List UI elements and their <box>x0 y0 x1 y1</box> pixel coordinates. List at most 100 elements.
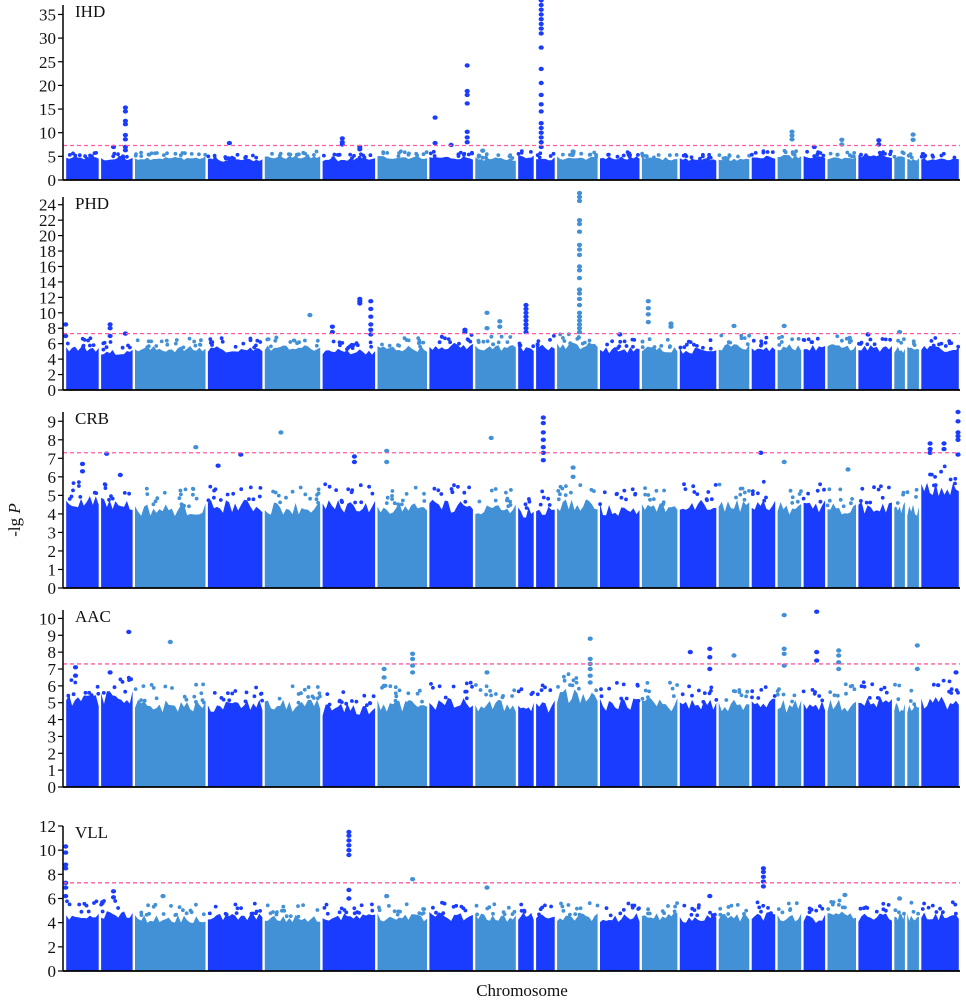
chromosome-band <box>827 157 856 180</box>
peak-point <box>781 646 787 651</box>
snp-point <box>258 486 263 490</box>
snp-point <box>724 698 729 702</box>
peak-point <box>384 459 390 465</box>
snp-point <box>575 906 579 911</box>
snp-point <box>71 481 76 485</box>
snp-point <box>380 342 384 347</box>
peak-point <box>410 656 416 662</box>
chromosome-band <box>207 699 263 787</box>
snp-point <box>415 153 419 158</box>
peak-point <box>329 324 335 329</box>
peak-point <box>760 869 767 875</box>
snp-point <box>574 680 579 685</box>
chromosome-band <box>641 346 678 390</box>
chromosome-band <box>101 690 133 787</box>
snp-point <box>876 487 881 492</box>
snp-point <box>656 153 661 157</box>
snp-point <box>506 905 511 910</box>
snp-point <box>210 340 215 345</box>
peak-point <box>122 137 128 142</box>
snp-point <box>459 904 464 909</box>
snp-point <box>949 691 954 695</box>
snp-point <box>539 688 544 692</box>
peak-point <box>955 409 961 415</box>
snp-point <box>244 154 248 159</box>
snp-point <box>387 904 391 908</box>
snp-point <box>396 502 400 507</box>
peak-point <box>107 326 113 331</box>
snp-point <box>153 499 158 504</box>
peak-point <box>384 448 390 454</box>
peak-point <box>238 452 244 457</box>
chromosome-band <box>777 502 802 588</box>
snp-point <box>921 152 926 156</box>
chromosome-band <box>894 502 905 588</box>
snp-point <box>621 682 626 687</box>
snp-point <box>672 909 677 914</box>
snp-point <box>368 153 373 158</box>
snp-point <box>622 339 627 344</box>
snp-point <box>296 692 301 696</box>
snp-point <box>317 691 322 696</box>
snp-point <box>308 496 312 501</box>
snp-point <box>296 914 301 919</box>
snp-point <box>636 699 641 703</box>
peak-point <box>339 136 345 141</box>
chromosome-band <box>557 156 598 180</box>
chromosome-band <box>858 345 892 390</box>
snp-point <box>353 500 357 505</box>
snp-point <box>159 339 164 344</box>
snp-point <box>381 151 386 156</box>
chromosome-band <box>377 913 427 971</box>
snp-point <box>538 502 543 507</box>
snp-point <box>306 685 311 690</box>
snp-point <box>570 153 575 158</box>
snp-point <box>954 688 959 693</box>
snp-point <box>305 154 310 159</box>
chromosome-band <box>518 912 534 971</box>
snp-point <box>702 691 707 695</box>
snp-point <box>462 153 466 157</box>
snp-point <box>780 910 785 915</box>
snp-point <box>463 908 468 913</box>
panel-ihd: 0 5 10 15 20 25 30 35 IHD <box>39 0 960 190</box>
chromosome-band <box>751 155 776 180</box>
peak-point <box>897 896 903 901</box>
snp-point <box>695 492 700 496</box>
snp-point <box>519 908 524 913</box>
y-tick-label: 14 <box>39 273 57 292</box>
snp-point <box>881 901 886 906</box>
snp-point <box>94 151 98 155</box>
snp-point <box>884 908 888 913</box>
snp-point <box>178 488 183 493</box>
peak-point <box>914 666 920 672</box>
y-tick-label: 30 <box>39 29 56 48</box>
panel-title: CRB <box>75 409 109 428</box>
snp-point <box>527 497 531 501</box>
snp-point <box>344 910 349 915</box>
peak-point <box>540 415 546 420</box>
snp-point <box>848 336 852 340</box>
snp-point <box>643 492 648 497</box>
snp-point <box>510 694 514 698</box>
snp-point <box>424 150 429 155</box>
chromosome-band <box>718 158 750 180</box>
peak-point <box>587 680 593 685</box>
snp-point <box>616 346 620 350</box>
snp-point <box>95 684 100 689</box>
snp-point <box>713 483 718 487</box>
peak-point <box>484 310 490 315</box>
snp-point <box>470 684 474 689</box>
snp-point <box>480 155 485 160</box>
peak-point <box>523 318 529 323</box>
snp-point <box>332 152 337 157</box>
snp-point <box>645 681 650 685</box>
snp-point <box>477 499 482 504</box>
snp-point <box>941 910 945 915</box>
peak-point <box>687 649 693 655</box>
snp-point <box>82 338 87 342</box>
chromosome-band <box>475 345 516 390</box>
snp-point <box>933 336 938 340</box>
snp-point <box>844 691 848 696</box>
chromosome-band <box>264 155 321 180</box>
